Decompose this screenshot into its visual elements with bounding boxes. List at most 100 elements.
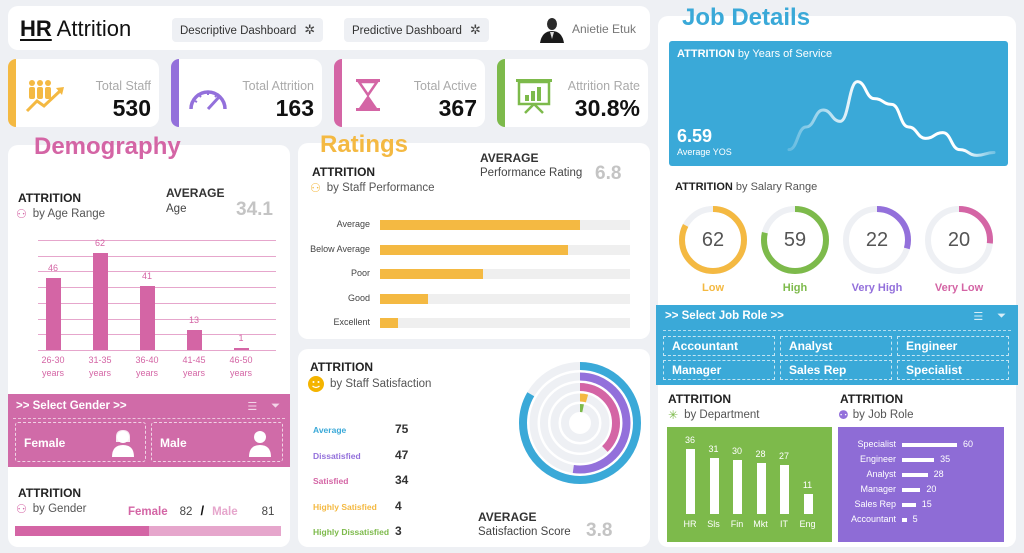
average-sub: Performance Rating xyxy=(480,167,583,179)
job-role-bar xyxy=(902,443,957,447)
nav-label: Predictive Dashboard xyxy=(352,25,462,37)
gridline xyxy=(38,287,276,289)
asterisk-icon: ✲ xyxy=(304,22,316,37)
descriptive-dashboard-button[interactable]: Descriptive Dashboard ✲ xyxy=(172,18,324,42)
performance-category-label: Average xyxy=(336,219,370,229)
department-category-label: Sls xyxy=(707,519,720,529)
salary-category-label: Very High xyxy=(851,282,903,294)
attrition-label: ATTRITION xyxy=(312,165,376,179)
age-value-label: 41 xyxy=(141,270,152,281)
attrition-label: ATTRITION xyxy=(840,392,904,406)
job-role-option-sales-rep[interactable]: Sales Rep xyxy=(780,360,892,380)
kpi-stripe xyxy=(8,59,16,127)
user-profile[interactable]: Anietie Etuk xyxy=(538,14,636,44)
kpi-total-attrition: Total Attrition 163 xyxy=(171,59,322,127)
average-label: AVERAGE xyxy=(480,151,539,165)
kpi-label: Attrition Rate xyxy=(567,79,640,93)
job-role-category-label: Specialist xyxy=(857,439,896,449)
job-role-chart: Specialist 60 Engineer 35 Analyst 28 Manager 20… xyxy=(838,427,1004,542)
kpi-label: Total Attrition xyxy=(242,79,314,93)
performance-bar xyxy=(380,220,580,230)
radial-bar xyxy=(540,383,620,463)
by-label: by Age Range xyxy=(32,208,106,220)
satisfaction-value: 75 xyxy=(395,422,409,436)
staff-performance-chart: Average Below Average Poor Good Excellent xyxy=(298,143,650,339)
ratings-panel: Ratings ATTRITION ⚇ by Staff Performance… xyxy=(298,131,650,339)
yos-line xyxy=(787,80,996,157)
job-role-option-accountant[interactable]: Accountant xyxy=(663,336,775,356)
job-role-bar xyxy=(902,473,928,477)
attrition-label: ATTRITION xyxy=(18,191,82,205)
satisfaction-value: 34 xyxy=(395,473,409,487)
app-title: HR Attrition xyxy=(20,16,131,42)
performance-category-label: Poor xyxy=(350,268,370,278)
department-category-label: HR xyxy=(683,519,697,529)
department-bar xyxy=(709,458,719,514)
performance-bar xyxy=(380,269,483,279)
attrition-label: ATTRITION xyxy=(310,360,374,374)
department-category-label: Eng xyxy=(799,519,816,529)
job-role-option-analyst[interactable]: Analyst xyxy=(780,336,892,356)
salary-title: ATTRITION by Salary Range xyxy=(675,181,817,193)
satisfaction-category-label: Average xyxy=(313,425,347,435)
department-bar xyxy=(733,459,742,514)
user-name: Anietie Etuk xyxy=(572,22,637,36)
job-role-value-label: 28 xyxy=(933,469,944,479)
yos-title-bold: ATTRITION xyxy=(677,48,735,60)
multi-select-icon[interactable]: ☰ xyxy=(973,311,984,323)
kpi-value: 163 xyxy=(275,95,314,121)
gridline xyxy=(38,334,276,336)
job-role-category-label: Sales Rep xyxy=(854,499,896,509)
slicer-header: >> Select Gender >> xyxy=(16,400,127,412)
job-role-value-label: 20 xyxy=(926,484,937,494)
satisfaction-category-label: Dissatisfied xyxy=(313,450,361,461)
job-role-category-label: Manager xyxy=(860,484,896,494)
performance-category-label: Excellent xyxy=(333,317,370,327)
job-role-value-label: 35 xyxy=(940,454,951,464)
satisfaction-radial-chart xyxy=(519,362,641,484)
predictive-dashboard-button[interactable]: Predictive Dashboard ✲ xyxy=(344,18,489,42)
kpi-stripe xyxy=(497,59,505,127)
job-role-option-manager[interactable]: Manager xyxy=(663,360,775,380)
department-category-label: IT xyxy=(780,519,788,529)
clear-filter-icon[interactable]: ⏷ xyxy=(271,400,280,412)
female-value: 82 xyxy=(179,506,193,518)
clear-filter-icon[interactable]: ⏷ xyxy=(997,310,1006,322)
salary-gauge xyxy=(761,206,829,274)
people-trend-icon: ⚇ xyxy=(16,502,27,516)
asterisk-icon: ✲ xyxy=(469,22,481,37)
performance-bar xyxy=(380,318,398,328)
salary-category-label: Very Low xyxy=(934,282,984,294)
people-trend-icon: ⚇ xyxy=(310,181,321,195)
satisfaction-panel: ATTRITION by Staff Satisfaction Average 7… xyxy=(298,349,650,547)
kpi-total-staff: Total Staff 530 xyxy=(8,59,159,127)
average-value: 3.8 xyxy=(586,520,613,541)
age-bar xyxy=(46,277,61,350)
satisfaction-value: 3 xyxy=(395,524,402,538)
radial-bar xyxy=(561,404,599,442)
kpi-stripe xyxy=(334,59,342,127)
slicer-header: >> Select Job Role >> xyxy=(665,310,784,322)
performance-category-label: Good xyxy=(347,292,370,303)
satisfaction-category-label: Highly Satisfied xyxy=(313,501,377,512)
gender-option-male[interactable]: Male xyxy=(151,422,283,462)
age-bar xyxy=(140,285,155,350)
average-sub: Age xyxy=(166,203,187,215)
age-value-label: 62 xyxy=(94,237,105,248)
department-bar xyxy=(756,463,766,514)
job-role-value-label: 15 xyxy=(921,499,932,509)
gauge-arc xyxy=(925,206,993,274)
age-category-label: 36-40 years xyxy=(135,355,159,378)
gender-option-female[interactable]: Female xyxy=(15,422,146,462)
performance-track xyxy=(380,318,630,328)
job-role-option-engineer[interactable]: Engineer xyxy=(897,336,1009,356)
performance-bar xyxy=(380,293,428,304)
age-value-label: 46 xyxy=(47,262,58,273)
multi-select-icon[interactable]: ☰ xyxy=(247,401,258,413)
network-icon: ✳ xyxy=(668,408,679,422)
department-value-label: 28 xyxy=(755,449,766,460)
job-role-bar xyxy=(902,488,921,492)
salary-title-bold: ATTRITION xyxy=(675,181,733,193)
department-category-label: Mkt xyxy=(753,519,768,529)
job-role-option-specialist[interactable]: Specialist xyxy=(897,360,1009,380)
